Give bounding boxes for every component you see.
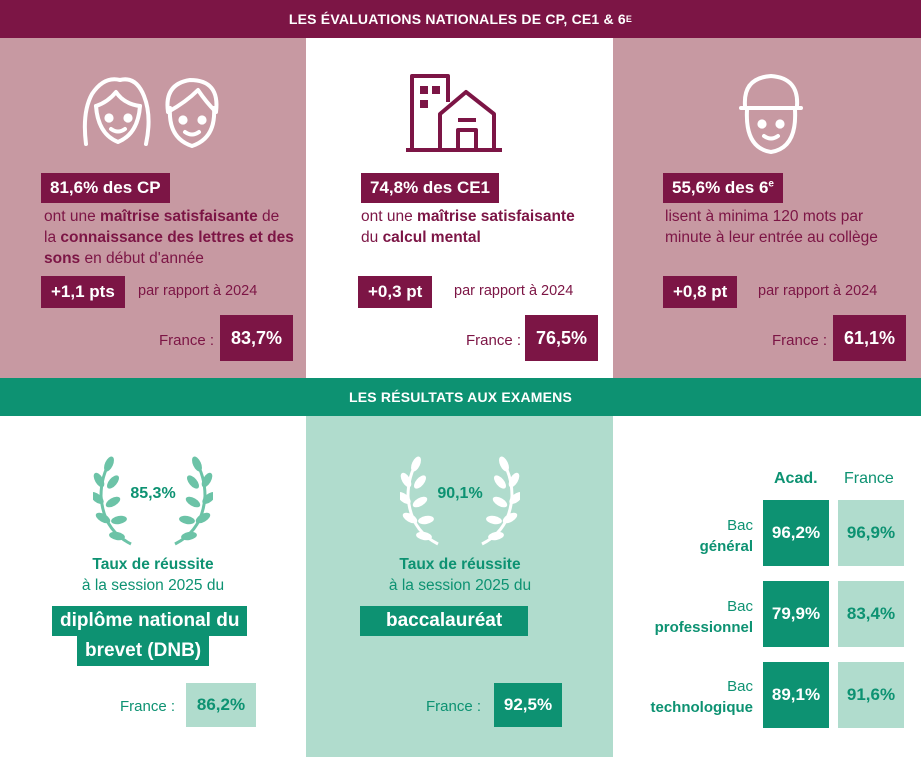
school-building-icon <box>406 74 502 152</box>
student-cap-icon <box>739 74 803 154</box>
cp-france-value: 83,7% <box>220 315 293 361</box>
bac-row-label1: Bac <box>727 678 753 695</box>
cp-desc-bold: maîtrise satisfaisante <box>100 208 258 225</box>
bac-panel: 90,1% Taux de réussite à la session 2025… <box>306 416 613 757</box>
ce1-description: ont une maîtrise satisfaisante du calcul… <box>361 206 611 248</box>
evaluations-banner: LES ÉVALUATIONS NATIONALES DE CP, CE1 & … <box>0 0 921 38</box>
bac-general-france: 96,9% <box>838 500 904 566</box>
bac-description: Taux de réussite à la session 2025 du <box>330 554 590 596</box>
cp-delta-note: par rapport à 2024 <box>138 283 258 299</box>
bac-desc-line1: Taux de réussite <box>399 556 521 573</box>
ce1-delta-badge: +0,3 pt <box>358 276 433 308</box>
evaluations-banner-sup: E <box>625 14 633 24</box>
sixieme-headline-sup: e <box>768 178 774 190</box>
exams-banner: LES RÉSULTATS AUX EXAMENS <box>0 378 921 416</box>
dnb-panel: 85,3% Taux de réussite à la session 2025… <box>0 416 306 757</box>
laurel-wreath-icon <box>400 456 520 546</box>
bac-row-label1: Bac <box>727 598 753 615</box>
bac-rate: 90,1% <box>437 485 483 502</box>
dnb-desc-line2: à la session 2025 du <box>81 577 225 594</box>
bac-row-label2: technologique <box>650 699 754 716</box>
column-header-acad: Acad. <box>774 470 818 487</box>
dnb-rate: 85,3% <box>130 485 176 502</box>
exams-banner-title: LES RÉSULTATS AUX EXAMENS <box>348 389 573 405</box>
bac-row-label1: Bac <box>727 517 753 534</box>
cp-headline-text: 81,6% des CP <box>50 178 161 197</box>
cp-desc-part: ont une <box>44 208 101 225</box>
dnb-name-line2: brevet (DNB) <box>77 636 210 666</box>
ce1-panel: 74,8% des CE1 ont une maîtrise satisfais… <box>306 38 613 378</box>
ce1-desc-part: ont une <box>361 208 418 225</box>
bac-row-label2: général <box>699 538 753 555</box>
sixieme-delta-badge: +0,8 pt <box>663 276 738 308</box>
bac-professionnel-label: Bac professionnel <box>603 596 753 638</box>
bac-professionnel-france: 83,4% <box>838 581 904 647</box>
sixieme-headline-text: 55,6% des 6 <box>672 178 769 197</box>
laurel-wreath-icon <box>93 456 213 546</box>
dnb-name-line1: diplôme national du <box>52 606 248 636</box>
ce1-france-value: 76,5% <box>525 315 598 361</box>
bac-general-acad: 96,2% <box>763 500 829 566</box>
cp-panel: 81,6% des CP ont une maîtrise satisfaisa… <box>0 38 306 378</box>
dnb-france-value: 86,2% <box>186 683 256 727</box>
cp-france-label: France : <box>159 332 215 349</box>
ce1-headline-text: 74,8% des CE1 <box>370 178 491 197</box>
column-header-france: France <box>844 470 894 487</box>
sixieme-delta-note: par rapport à 2024 <box>758 283 878 299</box>
sixieme-description: lisent à minima 120 mots par minute à le… <box>665 208 878 246</box>
ce1-desc-bold: maîtrise satisfaisante <box>417 208 575 225</box>
cp-desc-part: de la <box>44 208 280 246</box>
sixieme-panel: 55,6% des 6e lisent à minima 120 mots pa… <box>613 38 921 378</box>
dnb-description: Taux de réussite à la session 2025 du <box>23 554 283 596</box>
bac-professionnel-acad: 79,9% <box>763 581 829 647</box>
cp-description: ont une maîtrise satisfaisante de la con… <box>44 206 294 269</box>
bac-technologique-label: Bac technologique <box>603 676 754 718</box>
bac-france-label: France : <box>426 698 482 715</box>
cp-desc-part: en début d'année <box>80 250 204 267</box>
dnb-france-label: France : <box>120 698 176 715</box>
bac-technologique-acad: 89,1% <box>763 662 829 728</box>
bac-general-label: Bac général <box>603 515 753 557</box>
evaluations-banner-title: LES ÉVALUATIONS NATIONALES DE CP, CE1 & … <box>288 11 626 27</box>
bac-row-label2: professionnel <box>654 619 753 636</box>
ce1-delta-note: par rapport à 2024 <box>454 283 574 299</box>
ce1-headline: 74,8% des CE1 <box>361 173 500 203</box>
cp-delta-badge: +1,1 pts <box>41 276 125 308</box>
sixieme-france-value: 61,1% <box>833 315 906 361</box>
ce1-desc-bold: calcul mental <box>382 229 481 246</box>
ce1-desc-part: du <box>361 229 383 246</box>
bac-desc-line2: à la session 2025 du <box>388 577 532 594</box>
children-faces-icon <box>82 77 219 148</box>
dnb-desc-line1: Taux de réussite <box>92 556 214 573</box>
cp-desc-bold: connaissance des lettres et des sons <box>44 229 294 267</box>
cp-headline: 81,6% des CP <box>41 173 170 203</box>
ce1-france-label: France : <box>466 332 522 349</box>
sixieme-headline: 55,6% des 6e <box>663 173 783 203</box>
bac-technologique-france: 91,6% <box>838 662 904 728</box>
sixieme-france-label: France : <box>772 332 828 349</box>
bac-name: baccalauréat <box>360 606 529 636</box>
bac-france-value: 92,5% <box>494 683 562 727</box>
bac-results-table: Acad. France Bac général 96,2% 96,9% Bac… <box>613 416 921 757</box>
